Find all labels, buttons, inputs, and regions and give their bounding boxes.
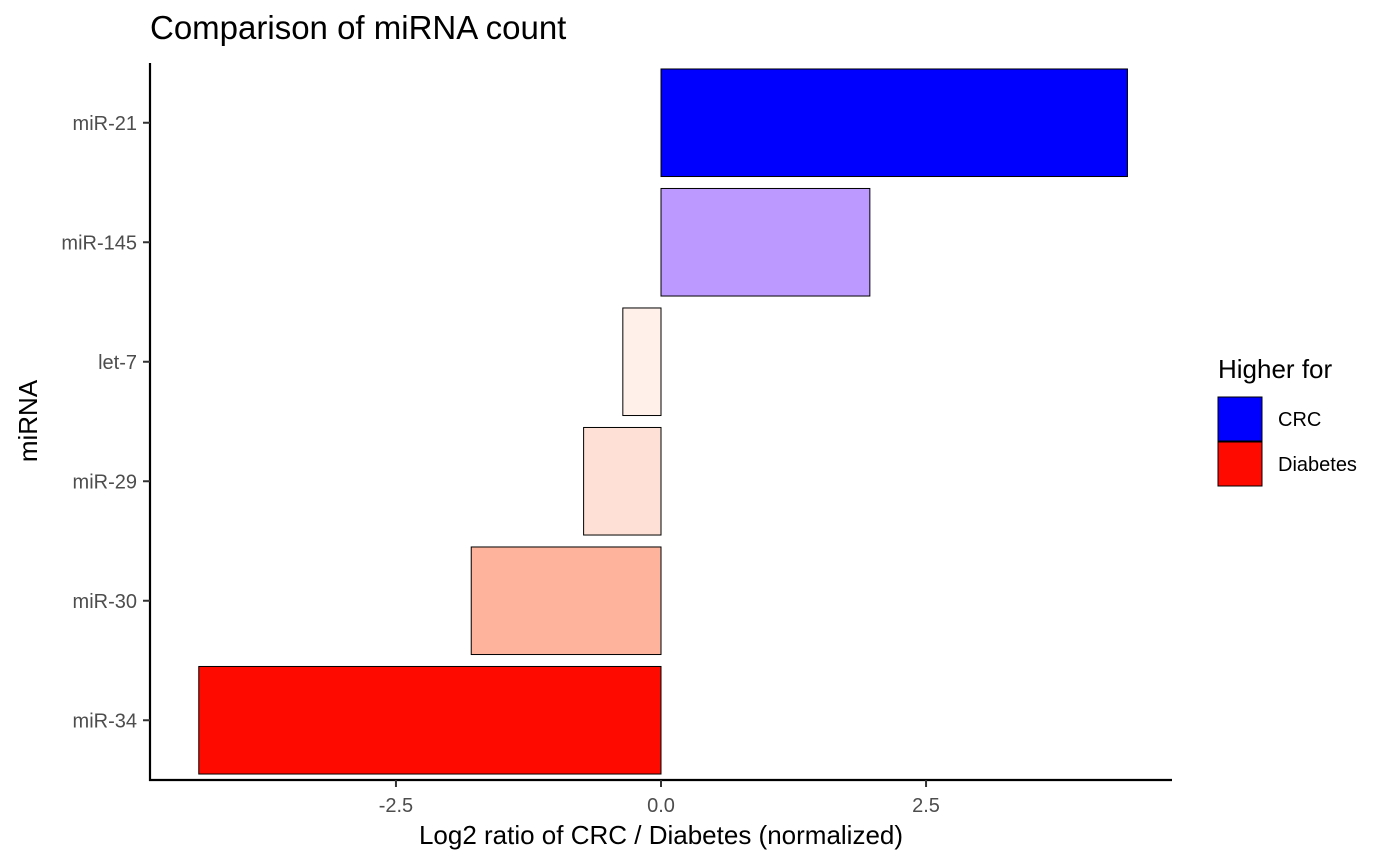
legend-label-diabetes: Diabetes <box>1278 454 1357 476</box>
y-tick-label: let-7 <box>98 352 137 374</box>
x-tick-label: 0.0 <box>647 795 675 817</box>
bar-mir-34 <box>198 665 662 775</box>
legend-swatch-diabetes <box>1217 441 1263 487</box>
bar-mir-29 <box>583 426 662 536</box>
x-tick-label: 2.5 <box>912 795 940 817</box>
x-ticks: -2.5 0.0 2.5 <box>379 780 940 817</box>
y-tick-label: miR-21 <box>73 113 137 135</box>
bar-mir-21 <box>660 68 1128 178</box>
y-tick-label: miR-34 <box>73 710 137 732</box>
bar-let-7 <box>622 307 662 417</box>
chart-title: Comparison of miRNA count <box>150 9 566 46</box>
bars <box>198 68 1128 775</box>
legend-entries: CRC Diabetes <box>1217 396 1357 487</box>
y-ticks: miR-21 miR-145 let-7 miR-29 miR-30 miR-34 <box>61 113 150 732</box>
legend-label-crc: CRC <box>1278 409 1321 431</box>
x-tick-label: -2.5 <box>379 795 413 817</box>
y-tick-label: miR-30 <box>73 591 137 613</box>
bar-mir-30 <box>470 546 662 656</box>
y-axis-title: miRNA <box>13 379 43 462</box>
y-tick-label: miR-145 <box>61 232 137 254</box>
legend-swatch-crc <box>1217 396 1263 442</box>
bar-mir-145 <box>660 187 871 297</box>
legend: Higher for CRC Diabetes <box>1217 354 1357 487</box>
legend-title: Higher for <box>1218 354 1332 384</box>
x-axis-title: Log2 ratio of CRC / Diabetes (normalized… <box>419 820 903 850</box>
y-tick-label: miR-29 <box>73 471 137 493</box>
